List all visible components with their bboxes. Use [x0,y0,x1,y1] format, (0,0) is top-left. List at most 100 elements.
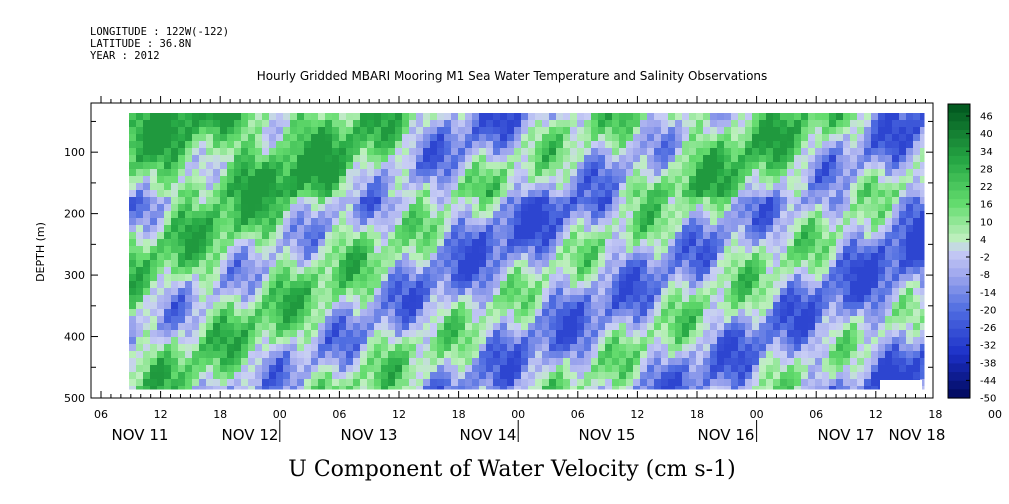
heatmap-cell [920,148,925,156]
heatmap-cell [598,337,606,345]
heatmap-cell [892,330,900,338]
heatmap-cell [850,260,858,268]
heatmap-cell [717,316,725,324]
heatmap-cell [157,162,165,170]
heatmap-cell [171,169,179,177]
heatmap-cell [850,148,858,156]
heatmap-cell [213,225,221,233]
heatmap-cell [423,169,431,177]
heatmap-cell [675,197,683,205]
heatmap-cell [430,169,438,177]
heatmap-cell [276,267,284,275]
heatmap-cell [675,120,683,128]
heatmap-cell [283,211,291,219]
heatmap-cell [150,239,158,247]
heatmap-cell [416,316,424,324]
heatmap-cell [514,274,522,282]
heatmap-cell [220,155,228,163]
heatmap-cell [675,218,683,226]
heatmap-cell [570,351,578,359]
heatmap-cell [129,288,137,296]
heatmap-cell [549,260,557,268]
heatmap-cell [171,295,179,303]
heatmap-cell [801,295,809,303]
heatmap-cell [857,148,865,156]
heatmap-cell [668,358,676,366]
heatmap-cell [738,358,746,366]
heatmap-cell [752,302,760,310]
heatmap-cell [486,253,494,261]
heatmap-cell [178,365,186,373]
heatmap-cell [661,183,669,191]
heatmap-cell [794,204,802,212]
heatmap-cell [213,372,221,380]
heatmap-cell [738,120,746,128]
heatmap-cell [521,337,529,345]
heatmap-cell [402,344,410,352]
heatmap-cell [920,169,925,177]
y-tick-label: 300 [64,269,85,282]
heatmap-cell [864,246,872,254]
heatmap-cell [206,379,214,387]
heatmap-cell [780,148,788,156]
heatmap-cell [493,246,501,254]
heatmap-cell [290,183,298,191]
heatmap-cell [598,281,606,289]
heatmap-cell [682,302,690,310]
heatmap-cell [829,386,837,390]
heatmap-cell [374,211,382,219]
heatmap-cell [451,274,459,282]
heatmap-cell [724,211,732,219]
heatmap-cell [311,281,319,289]
heatmap-cell [843,176,851,184]
heatmap-cell [325,218,333,226]
heatmap-cell [451,134,459,142]
heatmap-cell [661,281,669,289]
heatmap-cell [430,225,438,233]
heatmap-cell [745,267,753,275]
heatmap-cell [192,316,200,324]
heatmap-cell [675,155,683,163]
heatmap-cell [689,372,697,380]
heatmap-cell [612,281,620,289]
heatmap-cell [318,134,326,142]
heatmap-cell [241,330,249,338]
heatmap-cell [521,113,529,121]
heatmap-cell [689,365,697,373]
heatmap-cell [633,267,641,275]
heatmap-cell [444,134,452,142]
heatmap-cell [878,218,886,226]
heatmap-cell [647,344,655,352]
heatmap-cell [556,309,564,317]
heatmap-cell [570,232,578,240]
heatmap-cell [822,155,830,163]
heatmap-cell [843,295,851,303]
heatmap-cell [843,358,851,366]
heatmap-cell [724,218,732,226]
heatmap-cell [444,281,452,289]
heatmap-cell [654,148,662,156]
heatmap-cell [241,316,249,324]
heatmap-cell [157,246,165,254]
heatmap-cell [458,316,466,324]
heatmap-cell [150,141,158,149]
heatmap-cell [871,330,879,338]
heatmap-cell [213,386,221,390]
heatmap-cell [311,134,319,142]
heatmap-cell [528,218,536,226]
heatmap-cell [570,204,578,212]
heatmap-cell [402,162,410,170]
heatmap-cell [647,302,655,310]
heatmap-cell [920,127,925,135]
heatmap-cell [906,183,914,191]
heatmap-cell [780,246,788,254]
heatmap-cell [549,120,557,128]
heatmap-cell [143,365,151,373]
heatmap-cell [871,197,879,205]
heatmap-cell [661,274,669,282]
heatmap-cell [913,190,921,198]
heatmap-cell [514,183,522,191]
heatmap-cell [241,113,249,121]
heatmap-cell [521,204,529,212]
